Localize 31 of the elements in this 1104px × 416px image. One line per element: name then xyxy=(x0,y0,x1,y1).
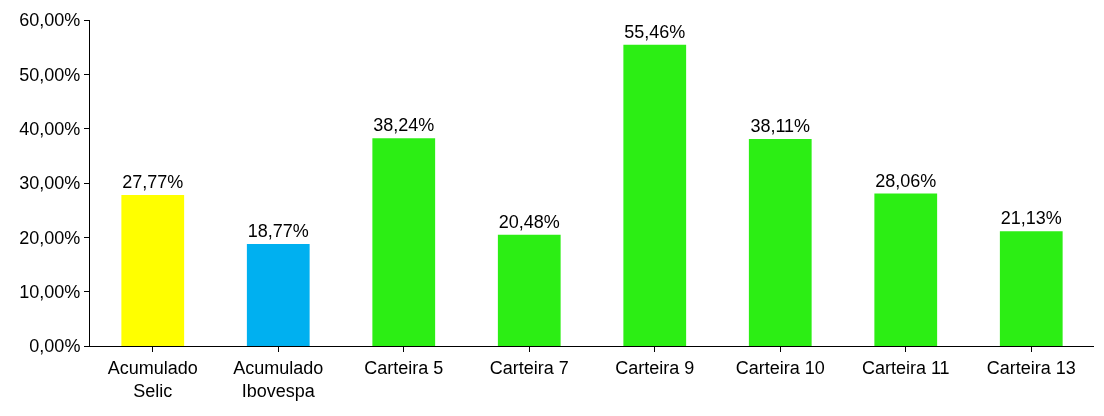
x-tick-label: Acumulado Ibovespa xyxy=(233,357,324,401)
x-tick-label: Carteira 13 xyxy=(986,357,1076,378)
bar xyxy=(497,234,561,346)
x-tick-label: Carteira 5 xyxy=(364,357,444,378)
y-tick-label: 10,00% xyxy=(19,281,81,302)
bar xyxy=(246,244,310,346)
bar xyxy=(372,138,436,346)
data-label: 38,11% xyxy=(750,115,811,136)
data-label: 38,24% xyxy=(373,115,435,136)
x-tick-label: Carteira 11 xyxy=(861,357,950,378)
data-label: 27,77% xyxy=(122,172,184,193)
bar xyxy=(748,138,812,346)
x-tick-label: Acumulado Selic xyxy=(107,357,198,401)
bar xyxy=(874,193,938,346)
x-tick-label: Carteira 9 xyxy=(615,357,695,378)
data-label: 18,77% xyxy=(247,221,309,242)
x-tick-label: Carteira 7 xyxy=(489,357,569,378)
data-label: 28,06% xyxy=(875,170,937,191)
bar xyxy=(999,231,1063,346)
data-label: 20,48% xyxy=(498,211,560,232)
y-tick-label: 50,00% xyxy=(19,64,81,85)
y-tick-label: 60,00% xyxy=(19,10,81,31)
y-tick-label: 20,00% xyxy=(19,227,81,248)
data-label: 55,46% xyxy=(624,21,686,42)
bar xyxy=(623,44,687,346)
y-tick-label: 40,00% xyxy=(19,118,81,139)
y-tick-label: 0,00% xyxy=(29,336,81,357)
x-tick-label: Carteira 10 xyxy=(735,357,825,378)
bar xyxy=(121,195,185,346)
y-tick-label: 30,00% xyxy=(19,173,81,194)
data-label: 21,13% xyxy=(1000,208,1062,229)
